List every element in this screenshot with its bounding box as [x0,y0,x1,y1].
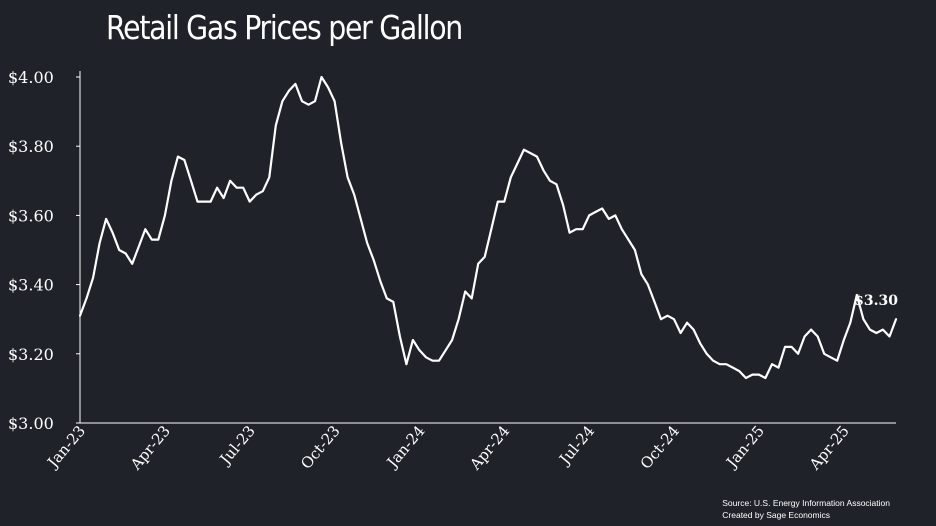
series-group [78,75,898,380]
x-tick-label: Apr-23 [126,422,174,474]
end-label-group: $3.30 [854,293,898,309]
source-line-2: Created by Sage Economics [722,510,830,520]
end-value-label: $3.30 [854,293,898,309]
y-tick-label: $3.40 [8,276,54,295]
y-tick-label: $3.80 [8,137,54,156]
y-tick-label: $3.00 [8,414,54,433]
x-tick-label: Apr-24 [466,422,514,474]
x-axis-ticks: Jan-23 Apr-23 Jul-23 Oct-23 Jan-24 Apr-24 Jul-… [43,422,853,474]
y-tick-label: $3.60 [8,206,54,225]
source-note: Source: U.S. Energy Information Associat… [722,497,890,521]
y-tick-label: $4.00 [8,68,54,87]
x-tick-label: Oct-24 [637,422,684,473]
y-tick-label: $3.20 [8,345,54,364]
x-tick-label: Jul-24 [554,422,598,469]
chart-title: Retail Gas Prices per Gallon [106,8,463,47]
x-tick-label: Jan-24 [382,422,428,472]
series-line-retail-gas-price [78,75,898,380]
y-axis-ticks: $3.00 $3.20 $3.40 $3.60 $3.80 $4.00 [8,68,80,433]
axes [79,71,896,424]
x-tick-label: Oct-23 [297,422,344,473]
x-tick-label: Jan-25 [722,422,768,472]
x-tick-label: Jul-23 [215,422,259,469]
source-line-1: Source: U.S. Energy Information Associat… [722,498,890,508]
x-tick-label: Apr-25 [805,422,853,474]
